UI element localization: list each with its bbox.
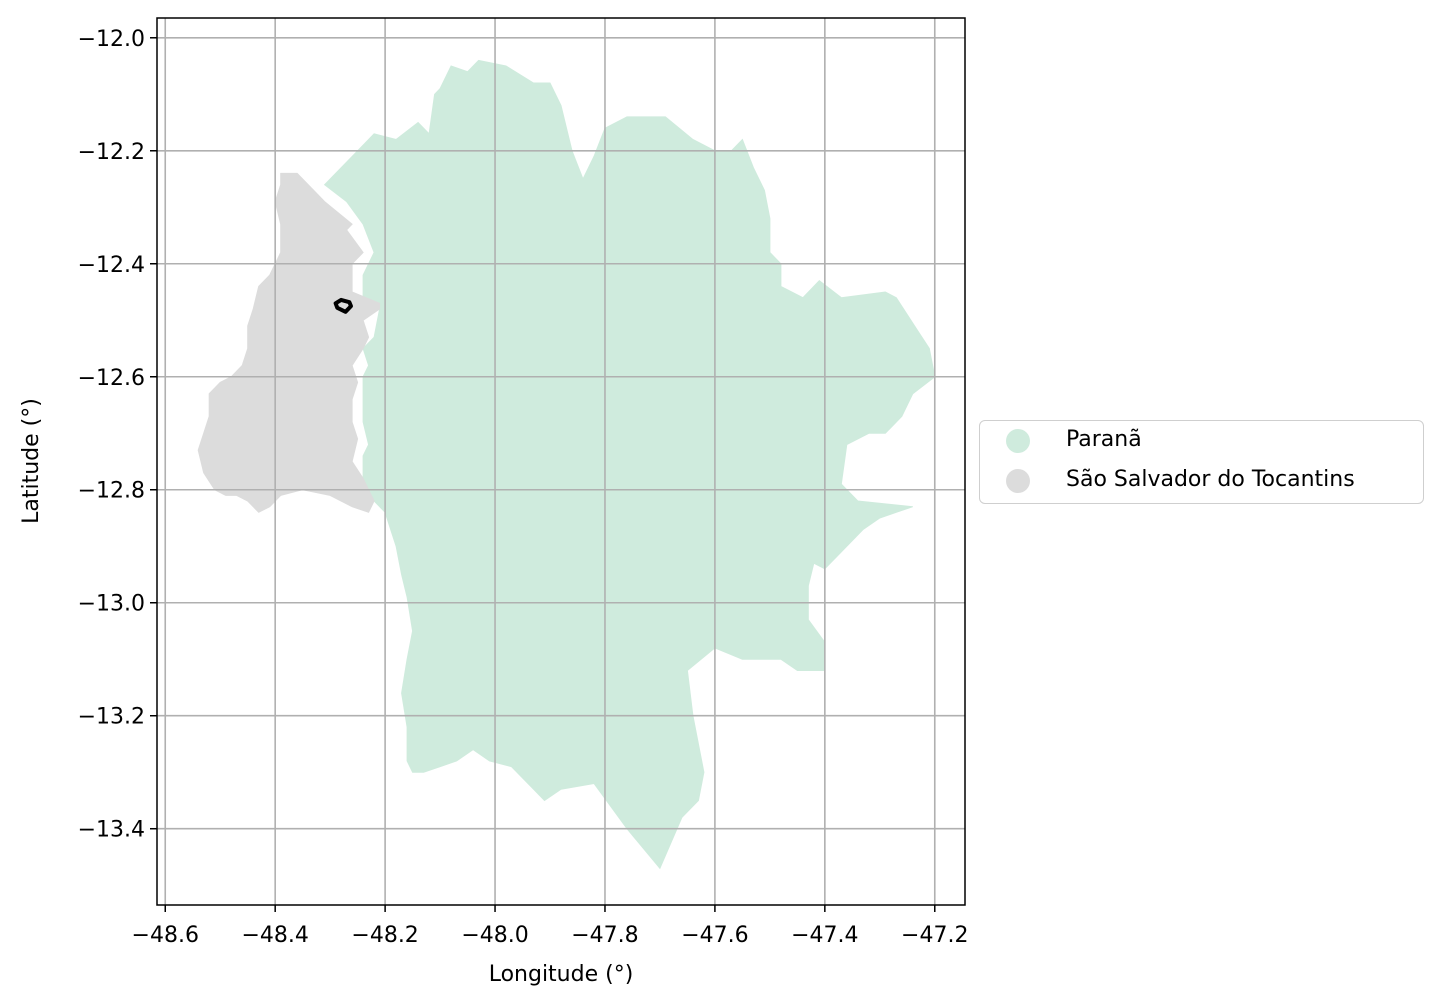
- highlight-outline: [333, 297, 353, 314]
- x-tick-label: −47.4: [791, 923, 858, 948]
- x-tick-label: −48.2: [351, 923, 418, 948]
- legend-item-sao-salvador: São Salvador do Tocantins: [980, 461, 1423, 501]
- y-tick-label: −13.4: [78, 818, 145, 843]
- x-tick-label: −48.6: [132, 923, 199, 948]
- x-tick-label: −47.2: [901, 923, 968, 948]
- legend-label-parana: Paranã: [1066, 427, 1142, 452]
- y-axis-ticks: −12.0 −12.2 −12.4 −12.6 −12.8 −13.0 −13.2 −13.4: [78, 27, 157, 843]
- legend-item-parana: Paranã: [980, 421, 1423, 461]
- highlight-layer: [333, 297, 353, 314]
- regions-layer: [197, 59, 936, 870]
- y-tick-label: −12.4: [78, 253, 145, 278]
- y-tick-label: −12.2: [78, 140, 145, 165]
- legend: Paranã São Salvador do Tocantins: [979, 420, 1424, 504]
- y-axis-label: Latitude (°): [19, 398, 44, 524]
- legend-marker-sao-salvador: [1006, 469, 1030, 493]
- y-tick-label: −12.0: [78, 27, 145, 52]
- y-tick-label: −13.0: [78, 592, 145, 617]
- x-tick-label: −48.0: [461, 923, 528, 948]
- grid-lines: [157, 18, 965, 905]
- y-tick-label: −12.6: [78, 366, 145, 391]
- x-tick-label: −47.6: [681, 923, 748, 948]
- x-axis-label: Longitude (°): [489, 962, 634, 987]
- x-tick-label: −47.8: [571, 923, 638, 948]
- region-parana: [323, 59, 936, 870]
- y-tick-label: −12.8: [78, 479, 145, 504]
- y-tick-label: −13.2: [78, 705, 145, 730]
- plot-frame: [156, 17, 966, 906]
- legend-marker-parana: [1006, 429, 1030, 453]
- x-axis-ticks: −48.6 −48.4 −48.2 −48.0 −47.8 −47.6 −47.4 −47.2: [132, 905, 968, 948]
- region-sao-salvador: [197, 172, 381, 513]
- legend-label-sao-salvador: São Salvador do Tocantins: [1066, 467, 1355, 492]
- x-tick-label: −48.4: [241, 923, 308, 948]
